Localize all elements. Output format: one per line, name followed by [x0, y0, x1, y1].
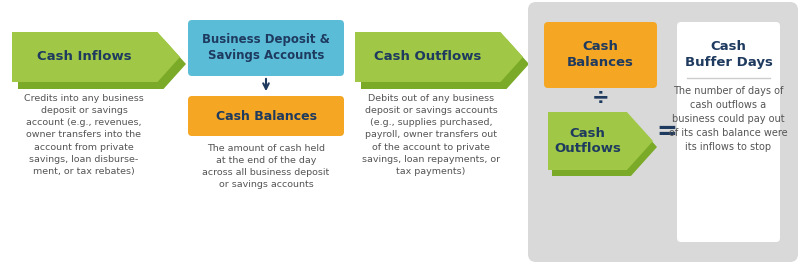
- Text: Cash Balances: Cash Balances: [215, 110, 317, 122]
- Text: The number of days of
cash outflows a
business could pay out
of its cash balance: The number of days of cash outflows a bu…: [669, 86, 788, 152]
- FancyBboxPatch shape: [544, 22, 657, 88]
- Text: Cash Inflows: Cash Inflows: [38, 50, 132, 64]
- FancyBboxPatch shape: [188, 20, 344, 76]
- Text: Cash
Balances: Cash Balances: [567, 40, 634, 69]
- Text: The amount of cash held
at the end of the day
across all business deposit
or sav: The amount of cash held at the end of th…: [202, 144, 330, 190]
- Text: Business Deposit &
Savings Accounts: Business Deposit & Savings Accounts: [202, 34, 330, 63]
- Polygon shape: [361, 39, 529, 89]
- Polygon shape: [548, 112, 653, 170]
- FancyBboxPatch shape: [528, 2, 798, 262]
- Polygon shape: [355, 32, 523, 82]
- Text: Debits out of any business
deposit or savings accounts
(e.g., supplies purchased: Debits out of any business deposit or sa…: [362, 94, 500, 176]
- Text: ÷: ÷: [592, 88, 610, 108]
- Text: Cash
Outflows: Cash Outflows: [554, 127, 621, 155]
- Polygon shape: [18, 39, 186, 89]
- Polygon shape: [552, 118, 657, 176]
- Text: =: =: [657, 120, 678, 144]
- FancyBboxPatch shape: [677, 22, 780, 242]
- FancyBboxPatch shape: [188, 96, 344, 136]
- Text: Credits into any business
deposit or savings
account (e.g., revenues,
owner tran: Credits into any business deposit or sav…: [24, 94, 144, 176]
- Text: Cash Outflows: Cash Outflows: [374, 50, 482, 64]
- Text: Cash
Buffer Days: Cash Buffer Days: [685, 40, 773, 69]
- Polygon shape: [12, 32, 180, 82]
